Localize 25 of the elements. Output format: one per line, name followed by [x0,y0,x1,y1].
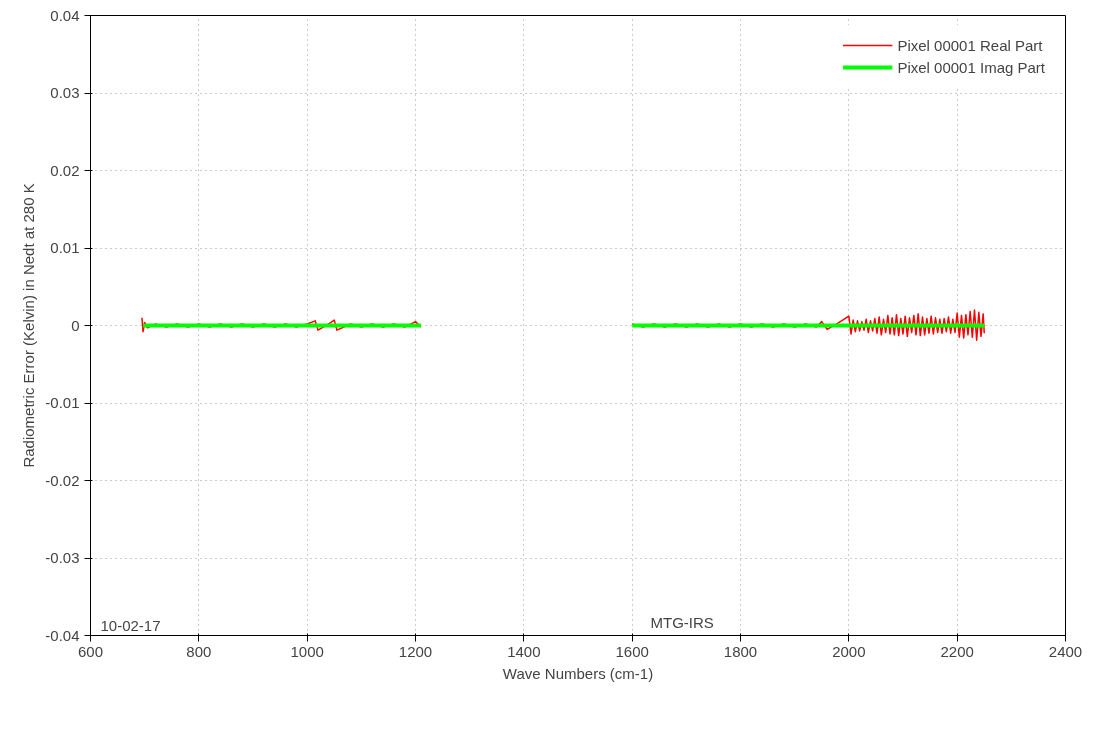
y-tick-label: 0.02 [50,161,80,179]
y-tick-label: -0.01 [45,394,80,411]
y-tick-label: 0 [71,316,80,334]
y-axis-title: Radiometric Error (Kelvin) in Nedt at 280 K [20,183,38,468]
x-tick-label: 2200 [940,642,974,660]
y-tick-label: -0.03 [45,549,80,566]
x-tick-label: 1000 [290,642,324,660]
y-tick-label: 0.03 [50,84,80,101]
y-tick-label: -0.04 [45,626,80,644]
annotation: MTG-IRS [650,613,714,631]
y-tick-label: 0.04 [50,6,80,24]
legend-label: Pixel 00001 Imag Part [897,58,1045,76]
x-tick-label: 600 [77,642,104,660]
x-tick-label: 800 [186,642,212,660]
legend-label: Pixel 00001 Real Part [897,36,1043,54]
x-tick-label: 1200 [398,642,433,660]
annotation: 10-02-17 [100,616,161,634]
x-axis-title: Wave Numbers (cm-1) [502,664,654,682]
x-tick-label: 1600 [615,642,649,660]
x-tick-label: 2400 [1048,642,1083,660]
y-tick-label: 0.01 [50,239,80,256]
y-tick-label: -0.02 [45,471,80,489]
x-tick-label: 1400 [507,642,541,660]
x-tick-label: 1800 [723,642,758,660]
x-tick-label: 2000 [832,642,866,660]
